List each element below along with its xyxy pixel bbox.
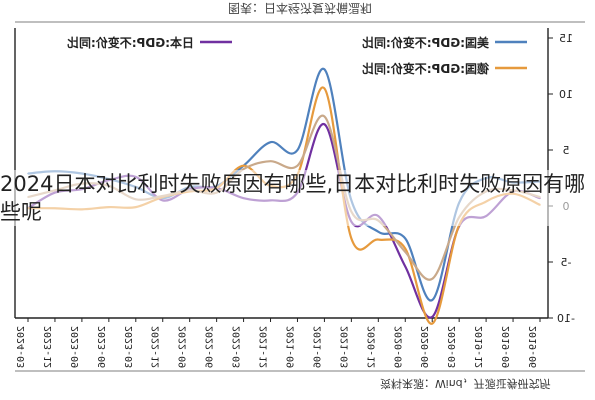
data-point bbox=[242, 164, 245, 167]
x-tick-label: 2020-12 bbox=[366, 326, 377, 368]
x-tick-label: 2023-12 bbox=[43, 326, 54, 368]
x-tick-label: 2019-12 bbox=[474, 326, 485, 368]
x-tick-label: 2022-06 bbox=[205, 326, 216, 368]
x-tick-label: 2019-06 bbox=[528, 326, 539, 368]
y-tick-label: 15 bbox=[559, 32, 573, 45]
source-note: 资料来源：Wind，开源证券研究所 bbox=[380, 377, 551, 390]
data-point bbox=[431, 322, 434, 325]
data-point bbox=[269, 160, 272, 162]
y-tick-label: -5 bbox=[561, 256, 572, 269]
x-tick-label: 2023-09 bbox=[70, 326, 81, 368]
data-point bbox=[323, 115, 326, 118]
legend-label: 德国:GDP:不变价:同比 bbox=[362, 61, 489, 76]
data-point bbox=[377, 238, 380, 241]
x-tick-label: 2021-09 bbox=[285, 326, 296, 368]
data-point bbox=[350, 237, 353, 240]
x-tick-label: 2020-06 bbox=[420, 326, 431, 368]
x-tick-label: 2024-03 bbox=[16, 326, 27, 368]
x-tick-label: 2020-09 bbox=[393, 326, 404, 368]
legend-label: 日本:GDP:不变价:同比 bbox=[67, 35, 194, 50]
data-point bbox=[431, 316, 434, 318]
y-tick-label: -10 bbox=[557, 312, 575, 325]
x-tick-label: 2023-06 bbox=[97, 326, 108, 368]
data-point bbox=[323, 68, 326, 71]
data-point bbox=[377, 230, 380, 233]
data-point bbox=[431, 299, 434, 301]
x-tick-label: 2020-03 bbox=[447, 326, 458, 368]
legend-label: 美国:GDP:不变价:同比 bbox=[362, 35, 489, 50]
x-tick-label: 2021-12 bbox=[259, 326, 270, 368]
overlay-title: 2024日本对比利时失败原因有哪些,日本对比利时失败原因有哪些呢 bbox=[0, 170, 595, 226]
x-axis: 2019-06 2019-09 2019-12 2020-03 2020-06 2020-… bbox=[16, 318, 541, 368]
x-tick-label: 2022-12 bbox=[151, 326, 162, 368]
data-point bbox=[404, 251, 407, 253]
x-tick-label: 2021-03 bbox=[339, 326, 350, 368]
y-tick-label: 10 bbox=[559, 88, 573, 101]
x-tick-label: 2023-03 bbox=[124, 326, 135, 368]
x-tick-label: 2019-09 bbox=[501, 326, 512, 368]
y-axis: -10-5051015 bbox=[548, 32, 575, 325]
data-point bbox=[323, 87, 326, 90]
data-point bbox=[404, 265, 407, 268]
data-point bbox=[242, 168, 245, 170]
data-point bbox=[269, 141, 272, 143]
data-point bbox=[404, 237, 407, 240]
x-tick-label: 2022-03 bbox=[232, 326, 243, 368]
data-point bbox=[431, 278, 434, 280]
data-point bbox=[323, 123, 326, 126]
data-point bbox=[404, 247, 407, 250]
data-point bbox=[296, 164, 299, 167]
y-tick-label: 5 bbox=[563, 144, 570, 157]
x-tick-label: 2022-09 bbox=[178, 326, 189, 368]
x-tick-label: 2021-06 bbox=[312, 326, 323, 368]
figure-caption: 图表：日本经济复苏偏温和 bbox=[227, 1, 372, 15]
data-point bbox=[296, 149, 299, 151]
